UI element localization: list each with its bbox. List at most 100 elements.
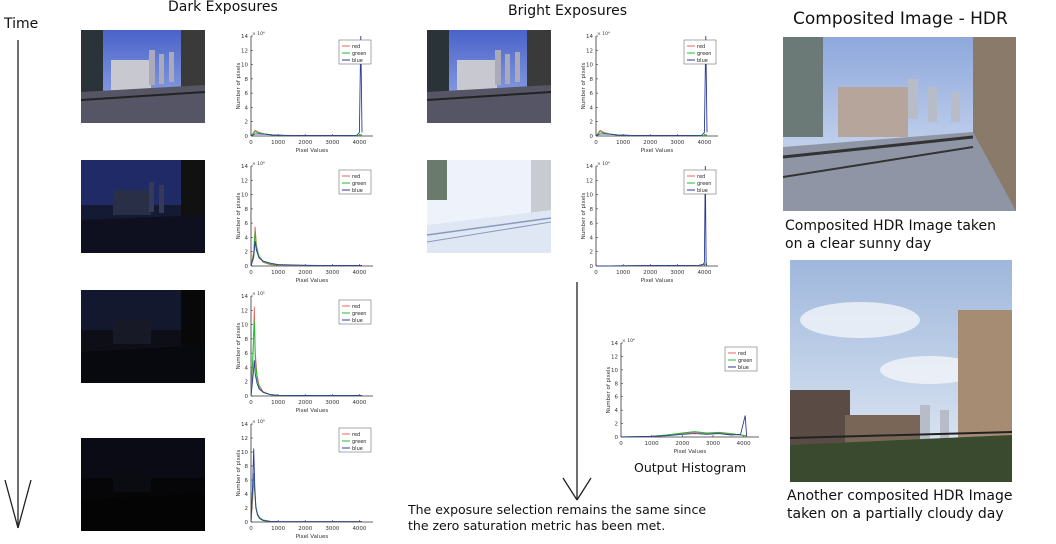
y-tick-label: 0 bbox=[245, 394, 249, 400]
x-tick-label: 0 bbox=[249, 400, 253, 406]
x-tick-label: 4000 bbox=[697, 140, 711, 146]
x-tick-label: 2000 bbox=[643, 270, 657, 276]
y-multiplier: × 10⁴ bbox=[597, 161, 610, 167]
note-line1: The exposure selection remains the same … bbox=[408, 502, 707, 517]
series-line-blue bbox=[595, 35, 708, 137]
bright-exposures-heading: Bright Exposures bbox=[508, 3, 628, 19]
y-tick-label: 2 bbox=[590, 250, 594, 256]
x-tick-label: 3000 bbox=[325, 140, 339, 146]
histogram-bright-2: 0 2 4 6 8 10 12 14 0 1000 2000 3000 4000 × 10⁴ Pixel V… bbox=[581, 161, 718, 284]
y-tick-label: 8 bbox=[245, 207, 249, 213]
x-tick-label: 3000 bbox=[706, 441, 720, 447]
legend-label-blue: blue bbox=[352, 318, 363, 324]
series-line-blue bbox=[250, 448, 362, 523]
y-tick-label: 8 bbox=[590, 207, 594, 213]
hdr-composite-photo-cloudy bbox=[790, 260, 1012, 482]
y-tick-label: 0 bbox=[590, 264, 594, 270]
y-tick-label: 6 bbox=[245, 351, 249, 357]
legend-label-blue: blue bbox=[697, 188, 708, 194]
x-tick-label: 2000 bbox=[298, 270, 312, 276]
y-axis-label: Number of pixels bbox=[236, 62, 242, 109]
y-multiplier: × 10⁴ bbox=[622, 338, 635, 344]
x-tick-label: 0 bbox=[249, 270, 253, 276]
legend-label-blue: blue bbox=[352, 188, 363, 194]
series-line-green bbox=[250, 231, 362, 267]
y-tick-label: 0 bbox=[615, 435, 619, 441]
series-line-blue bbox=[250, 360, 362, 397]
hdr-caption-sunny-line1: Composited HDR Image taken bbox=[785, 218, 996, 234]
y-axis-label: Number of pixels bbox=[236, 322, 242, 369]
legend-label-red: red bbox=[352, 44, 360, 50]
y-multiplier: × 10⁴ bbox=[252, 161, 265, 167]
y-tick-label: 2 bbox=[245, 380, 249, 386]
y-tick-label: 6 bbox=[590, 91, 594, 97]
dark-exposure-photo-2 bbox=[81, 160, 205, 253]
x-tick-label: 1000 bbox=[271, 270, 285, 276]
y-tick-label: 10 bbox=[611, 368, 618, 374]
y-tick-label: 4 bbox=[245, 492, 249, 498]
output-histogram-label: Output Histogram bbox=[634, 460, 747, 475]
y-tick-label: 10 bbox=[241, 450, 248, 456]
x-tick-label: 3000 bbox=[325, 400, 339, 406]
x-tick-label: 3000 bbox=[325, 270, 339, 276]
y-tick-label: 0 bbox=[590, 134, 594, 140]
y-multiplier: × 10⁴ bbox=[252, 419, 265, 425]
y-tick-label: 6 bbox=[245, 221, 249, 227]
histogram-bright-1: 0 2 4 6 8 10 12 14 0 1000 2000 3000 4000 × 10⁴ Pixel V… bbox=[581, 31, 718, 154]
x-tick-label: 1000 bbox=[271, 140, 285, 146]
y-tick-label: 14 bbox=[241, 34, 248, 40]
series-line-blue bbox=[620, 415, 748, 438]
y-tick-label: 4 bbox=[245, 105, 249, 111]
x-tick-label: 1000 bbox=[616, 270, 630, 276]
x-tick-label: 2000 bbox=[298, 526, 312, 532]
x-axis-label: Pixel Values bbox=[296, 278, 329, 284]
y-multiplier: × 10⁴ bbox=[252, 31, 265, 37]
y-tick-label: 2 bbox=[245, 506, 249, 512]
x-axis-label: Pixel Values bbox=[641, 148, 674, 154]
y-tick-label: 4 bbox=[590, 105, 594, 111]
legend-label-green: green bbox=[697, 181, 711, 187]
y-tick-label: 2 bbox=[245, 120, 249, 126]
x-axis-label: Pixel Values bbox=[296, 534, 329, 540]
x-tick-label: 4000 bbox=[352, 140, 366, 146]
histogram-dark-4: 0 2 4 6 8 10 12 14 0 1000 2000 3000 4000 × 10⁴ Pixel V… bbox=[236, 419, 373, 540]
y-tick-label: 6 bbox=[615, 395, 619, 401]
x-tick-label: 0 bbox=[619, 441, 623, 447]
dark-exposure-photo-1 bbox=[81, 30, 205, 123]
histogram-dark-1: 0 2 4 6 8 10 12 14 0 1000 2000 3000 4000 × 10⁴ Pixel V… bbox=[236, 31, 373, 154]
legend-label-red: red bbox=[697, 44, 705, 50]
time-label: Time bbox=[4, 16, 39, 32]
legend-label-green: green bbox=[352, 439, 366, 445]
y-tick-label: 8 bbox=[245, 77, 249, 83]
exposure-arrow bbox=[562, 282, 592, 501]
note-line2: the zero saturation metric has been met. bbox=[408, 518, 666, 533]
series-line-red bbox=[250, 479, 362, 523]
y-axis-label: Number of pixels bbox=[236, 192, 242, 239]
y-tick-label: 12 bbox=[241, 48, 248, 54]
dark-exposure-photo-4 bbox=[81, 438, 205, 531]
legend-label-blue: blue bbox=[352, 446, 363, 452]
y-tick-label: 6 bbox=[245, 478, 249, 484]
series-line-green bbox=[250, 320, 362, 397]
hdr-caption-sunny-line2: on a clear sunny day bbox=[785, 236, 932, 252]
y-tick-label: 12 bbox=[241, 436, 248, 442]
x-tick-label: 4000 bbox=[352, 400, 366, 406]
legend-label-red: red bbox=[697, 174, 705, 180]
x-tick-label: 2000 bbox=[675, 441, 689, 447]
y-tick-label: 2 bbox=[590, 120, 594, 126]
bright-exposure-photo-2 bbox=[427, 160, 551, 253]
y-tick-label: 10 bbox=[241, 193, 248, 199]
series-line-green bbox=[250, 472, 362, 523]
y-axis-label: Number of pixels bbox=[581, 192, 587, 239]
x-axis-label: Pixel Values bbox=[296, 148, 329, 154]
x-tick-label: 0 bbox=[594, 270, 598, 276]
legend-label-red: red bbox=[738, 351, 746, 357]
y-tick-label: 14 bbox=[611, 341, 618, 347]
x-tick-label: 4000 bbox=[737, 441, 751, 447]
hdr-caption-cloudy-line1: Another composited HDR Image bbox=[787, 488, 1013, 504]
legend-label-green: green bbox=[738, 358, 752, 364]
series-line-blue bbox=[595, 165, 708, 267]
x-tick-label: 3000 bbox=[325, 526, 339, 532]
x-tick-label: 3000 bbox=[670, 270, 684, 276]
histogram-output: 0 2 4 6 8 10 12 14 0 1000 2000 3000 4000 × 10⁴ Pixel V… bbox=[606, 338, 759, 455]
